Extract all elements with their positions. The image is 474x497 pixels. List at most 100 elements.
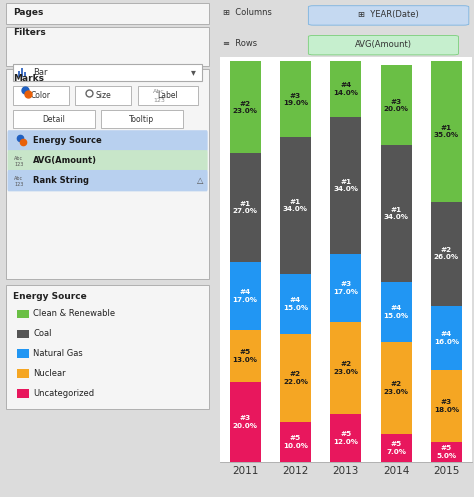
Text: Abc: Abc: [154, 89, 165, 94]
Text: #1
34.0%: #1 34.0%: [383, 207, 409, 220]
Text: Color: Color: [31, 91, 51, 100]
FancyBboxPatch shape: [8, 150, 208, 171]
Text: Rank String: Rank String: [33, 176, 90, 185]
Text: #4
16.0%: #4 16.0%: [434, 331, 459, 344]
Text: #5
5.0%: #5 5.0%: [437, 445, 456, 459]
Text: #2
23.0%: #2 23.0%: [333, 361, 358, 375]
Bar: [229, 61, 261, 154]
Text: ▾: ▾: [191, 67, 196, 77]
Bar: [280, 61, 311, 137]
Bar: [24, 72, 26, 77]
Text: #2
23.0%: #2 23.0%: [383, 381, 409, 395]
Bar: [381, 65, 412, 146]
Bar: [381, 282, 412, 342]
Text: ≡  Rows: ≡ Rows: [223, 39, 257, 48]
Text: #5
7.0%: #5 7.0%: [386, 441, 406, 455]
Text: 123: 123: [14, 162, 24, 167]
FancyBboxPatch shape: [7, 285, 209, 409]
Bar: [17, 389, 29, 398]
Text: Abc: Abc: [14, 175, 24, 181]
FancyBboxPatch shape: [8, 130, 208, 152]
Text: Detail: Detail: [42, 115, 65, 124]
Bar: [17, 369, 29, 378]
Text: #4
17.0%: #4 17.0%: [233, 289, 257, 303]
FancyBboxPatch shape: [101, 110, 183, 128]
FancyBboxPatch shape: [138, 86, 198, 105]
FancyBboxPatch shape: [7, 3, 209, 24]
Text: Energy Source: Energy Source: [33, 136, 102, 146]
Text: #4
14.0%: #4 14.0%: [333, 83, 358, 96]
Text: Bar: Bar: [33, 68, 48, 77]
FancyBboxPatch shape: [309, 5, 469, 25]
Bar: [431, 306, 462, 370]
Bar: [381, 434, 412, 462]
Text: Clean & Renewable: Clean & Renewable: [33, 309, 116, 318]
Text: △: △: [197, 176, 203, 185]
Bar: [18, 71, 20, 77]
Text: ⊞  Columns: ⊞ Columns: [223, 8, 272, 17]
Text: Size: Size: [95, 91, 111, 100]
Text: Natural Gas: Natural Gas: [33, 349, 83, 358]
Bar: [21, 68, 23, 77]
Bar: [330, 322, 361, 414]
Text: #4
15.0%: #4 15.0%: [283, 297, 308, 311]
Bar: [280, 334, 311, 422]
Text: AVG(Amount): AVG(Amount): [33, 156, 97, 166]
Bar: [229, 382, 261, 462]
Bar: [229, 154, 261, 262]
Bar: [280, 274, 311, 334]
Bar: [431, 201, 462, 306]
Text: Nuclear: Nuclear: [33, 369, 66, 378]
Text: Label: Label: [157, 91, 178, 100]
Text: #3
19.0%: #3 19.0%: [283, 92, 308, 106]
Text: #2
26.0%: #2 26.0%: [434, 247, 459, 260]
Bar: [229, 262, 261, 330]
Text: Energy Source: Energy Source: [13, 292, 87, 301]
Bar: [431, 61, 462, 201]
Bar: [330, 414, 361, 462]
Text: #5
12.0%: #5 12.0%: [333, 431, 358, 445]
Text: #5
13.0%: #5 13.0%: [233, 349, 257, 363]
FancyBboxPatch shape: [309, 35, 458, 55]
Text: Tooltip: Tooltip: [129, 115, 155, 124]
Text: 123: 123: [14, 181, 24, 187]
Text: #1
34.0%: #1 34.0%: [283, 199, 308, 212]
Text: #1
27.0%: #1 27.0%: [233, 201, 257, 214]
Bar: [330, 61, 361, 117]
Text: Marks: Marks: [13, 74, 44, 83]
Bar: [280, 422, 311, 462]
FancyBboxPatch shape: [7, 27, 209, 66]
Bar: [17, 330, 29, 338]
FancyBboxPatch shape: [13, 86, 69, 105]
Text: Coal: Coal: [33, 329, 52, 338]
Bar: [330, 253, 361, 322]
Bar: [17, 349, 29, 358]
Text: AVG(Amount): AVG(Amount): [355, 40, 412, 49]
Text: #1
34.0%: #1 34.0%: [333, 179, 358, 192]
Bar: [381, 146, 412, 282]
Text: #2
22.0%: #2 22.0%: [283, 371, 308, 385]
Text: #3
17.0%: #3 17.0%: [333, 281, 358, 295]
Text: ⊞  YEAR(Date): ⊞ YEAR(Date): [358, 10, 419, 19]
Bar: [280, 137, 311, 274]
Text: Pages: Pages: [13, 8, 43, 17]
Bar: [431, 442, 462, 462]
FancyBboxPatch shape: [75, 86, 131, 105]
Text: #5
10.0%: #5 10.0%: [283, 435, 308, 449]
Text: #1
35.0%: #1 35.0%: [434, 125, 459, 138]
Bar: [431, 370, 462, 442]
Text: Abc: Abc: [14, 156, 24, 161]
Text: #2
23.0%: #2 23.0%: [233, 100, 257, 114]
Text: #3
20.0%: #3 20.0%: [383, 98, 409, 112]
Text: #3
20.0%: #3 20.0%: [233, 415, 257, 429]
Bar: [330, 117, 361, 253]
Bar: [229, 330, 261, 382]
Text: #4
15.0%: #4 15.0%: [383, 305, 409, 319]
Bar: [381, 342, 412, 434]
Text: 123: 123: [153, 98, 165, 103]
FancyBboxPatch shape: [7, 69, 209, 279]
Text: #3
18.0%: #3 18.0%: [434, 399, 459, 413]
FancyBboxPatch shape: [8, 170, 208, 191]
Text: Uncategorized: Uncategorized: [33, 389, 94, 398]
FancyBboxPatch shape: [13, 64, 202, 81]
